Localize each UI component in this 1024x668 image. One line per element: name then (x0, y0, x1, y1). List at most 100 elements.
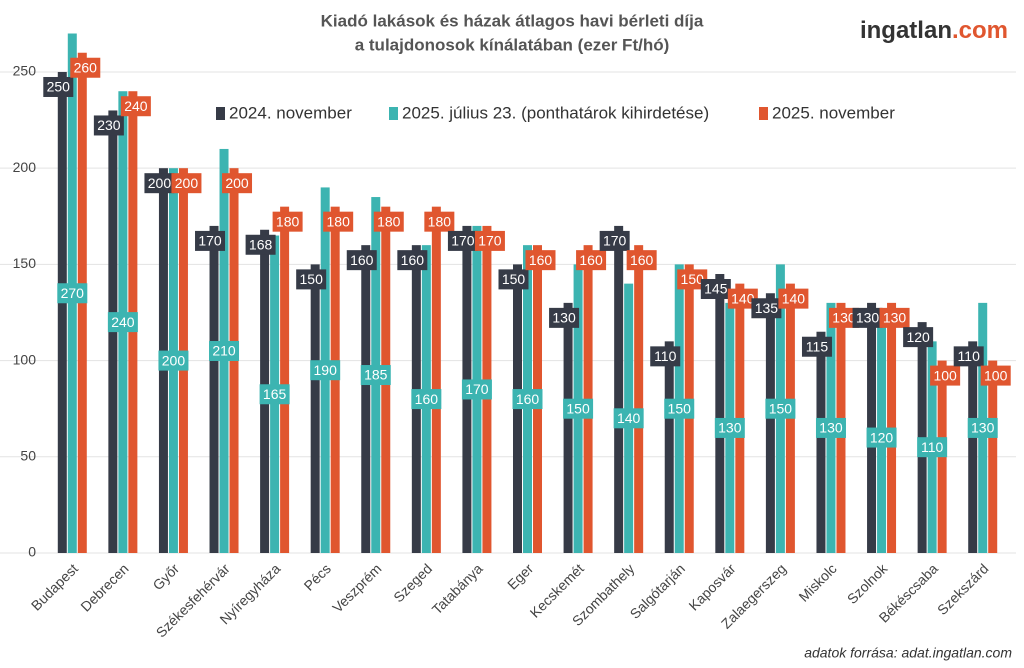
value-label: 170 (198, 233, 222, 249)
bar (361, 245, 371, 554)
value-label-box (447, 230, 478, 251)
value-label: 165 (263, 386, 287, 402)
value-label-box (815, 417, 846, 438)
bar (765, 293, 775, 553)
value-label-box (852, 307, 883, 328)
value-label-box (373, 211, 404, 232)
value-label: 170 (603, 233, 627, 249)
value-label: 100 (984, 367, 1008, 383)
value-label-box (411, 389, 442, 410)
value-label-box (549, 307, 580, 328)
value-label-box (209, 340, 240, 361)
bar (280, 206, 290, 553)
value-label: 110 (958, 348, 981, 364)
y-tick-label: 100 (13, 351, 37, 367)
value-label: 160 (415, 391, 439, 407)
value-label-box (272, 211, 303, 232)
logo-suffix: .com (952, 17, 1008, 44)
value-label: 240 (124, 98, 148, 114)
value-label-box (664, 398, 695, 419)
value-label-box (107, 312, 138, 333)
value-label: 130 (832, 310, 856, 326)
logo: ingatlan.com (860, 17, 1008, 44)
value-label: 190 (314, 362, 338, 378)
y-tick-label: 150 (13, 255, 37, 271)
value-label-box (57, 283, 88, 304)
value-label-box (120, 96, 151, 117)
bar (664, 341, 674, 553)
value-label-box (599, 230, 630, 251)
value-label-box (903, 327, 934, 348)
bar (563, 302, 573, 553)
value-label: 260 (74, 59, 98, 75)
value-label: 230 (97, 117, 121, 133)
value-label-box (171, 173, 202, 194)
value-label-box (397, 250, 428, 271)
value-label: 160 (579, 252, 603, 268)
value-label: 130 (552, 310, 576, 326)
bar (816, 331, 826, 553)
value-label: 130 (971, 420, 995, 436)
value-label: 145 (704, 281, 728, 297)
x-tick-label: Eger (504, 560, 536, 592)
x-tick-label: Miskolc (795, 560, 839, 604)
value-label-box (917, 437, 948, 458)
x-tick-label: Tatabánya (429, 560, 486, 617)
logo-main: ingatlan (860, 17, 952, 44)
chart-title: Kiadó lakások és házak átlagos havi bérl… (321, 11, 704, 30)
value-label-box (474, 230, 505, 251)
value-label: 170 (478, 233, 502, 249)
bar (715, 274, 725, 553)
bar (634, 245, 644, 554)
value-label-box (563, 398, 594, 419)
value-label-box (158, 350, 189, 371)
value-label-box (751, 298, 782, 319)
value-label: 200 (225, 175, 249, 191)
value-label: 120 (906, 329, 930, 345)
legend-swatch (216, 107, 225, 120)
value-label: 200 (148, 175, 172, 191)
value-label-box (70, 57, 101, 78)
value-label: 150 (502, 271, 526, 287)
value-label: 200 (162, 352, 186, 368)
legend-label: 2024. november (229, 103, 352, 122)
bar (57, 71, 67, 554)
value-label: 160 (516, 391, 540, 407)
value-label: 170 (465, 381, 489, 397)
legend-label: 2025. november (772, 103, 895, 122)
bar (614, 225, 624, 553)
legend-label: 2025. július 23. (ponthatárok kihirdetés… (402, 103, 709, 122)
x-tick-label: Veszprém (329, 560, 384, 615)
value-label: 185 (364, 367, 388, 383)
value-label: 140 (782, 290, 806, 306)
value-label-box (259, 384, 290, 405)
value-label: 130 (883, 310, 907, 326)
value-label-box (930, 365, 961, 386)
value-label-box (424, 211, 455, 232)
value-label-box (512, 389, 543, 410)
value-label-box (828, 307, 859, 328)
legend-swatch (389, 107, 398, 120)
value-label-box (43, 76, 74, 97)
value-label: 150 (566, 400, 590, 416)
y-tick-label: 200 (13, 159, 37, 175)
value-label-box (498, 269, 529, 290)
x-tick-label: Szeged (390, 560, 435, 605)
value-label-box (296, 269, 327, 290)
x-tick-label: Győr (149, 560, 182, 593)
value-label-box (980, 365, 1011, 386)
value-label: 180 (327, 213, 351, 229)
value-label-box (93, 115, 124, 136)
x-tick-label: Salgótarján (627, 560, 688, 621)
chart-title: a tulajdonosok kínálatában (ezer Ft/hó) (355, 35, 670, 54)
value-label-box (461, 379, 492, 400)
x-tick-label: Debrecen (77, 560, 131, 614)
value-label: 110 (654, 348, 677, 364)
value-label: 150 (668, 400, 692, 416)
value-label: 160 (630, 252, 654, 268)
value-label: 110 (921, 439, 944, 455)
value-label-box (650, 346, 681, 367)
value-label-box (310, 360, 341, 381)
y-tick-label: 0 (28, 544, 36, 560)
